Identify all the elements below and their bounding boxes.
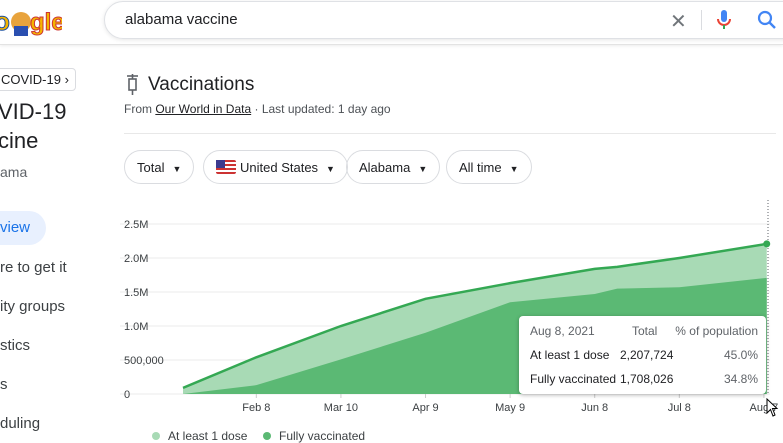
x-tick-label: Mar 10 xyxy=(324,402,358,414)
tooltip-row-pct: 34.8% xyxy=(723,372,758,386)
source-prefix: From xyxy=(124,102,156,116)
nav-where-to-get-it[interactable]: re to get it xyxy=(0,259,67,276)
nav-statistics[interactable]: stics xyxy=(0,337,30,354)
line-at-least-1-dose xyxy=(182,242,767,390)
page-title-line1: VID-19 xyxy=(0,99,67,124)
dropdown-label: Total xyxy=(137,160,165,175)
dropdown-region[interactable]: Alabama ▼ xyxy=(346,150,441,184)
dropdown-timerange[interactable]: All time ▼ xyxy=(446,150,532,184)
tooltip-row-total: 1,708,026 xyxy=(620,372,674,386)
source-line: From Our World in Data · Last updated: 1… xyxy=(124,102,391,116)
y-tick-label: 500,000 xyxy=(124,355,164,367)
tooltip-row-label: Fully vaccinated xyxy=(530,372,617,386)
caret-down-icon: ▼ xyxy=(326,164,335,174)
clear-icon[interactable]: ✕ xyxy=(670,11,687,33)
legend-label: Fully vaccinated xyxy=(279,429,366,443)
legend-dose1[interactable]: At least 1 dose xyxy=(152,429,247,443)
page-title-line2: cine xyxy=(0,128,39,153)
y-tick-label: 1.5M xyxy=(124,287,148,299)
dropdown-label: Alabama xyxy=(359,160,411,175)
legend-full[interactable]: Fully vaccinated xyxy=(263,429,365,443)
y-tick-label: 1.0M xyxy=(124,321,148,333)
legend-label: At least 1 dose xyxy=(168,429,248,443)
x-tick-label: Jul 8 xyxy=(668,402,691,414)
caret-down-icon: ▼ xyxy=(172,164,182,174)
source-link[interactable]: Our World in Data xyxy=(155,102,252,116)
search-icon[interactable] xyxy=(757,10,777,30)
breadcrumb-chip-covid[interactable]: COVID-19 › xyxy=(0,68,76,91)
divider xyxy=(124,133,776,134)
mouse-cursor-icon xyxy=(766,398,779,417)
x-tick-label: Apr 9 xyxy=(412,402,438,414)
microphone-icon[interactable] xyxy=(717,10,731,30)
syringe-icon xyxy=(127,74,138,95)
caret-down-icon: ▼ xyxy=(509,164,519,174)
tooltip-row-total: 2,207,724 xyxy=(620,348,674,362)
dropdown-label: United States xyxy=(240,160,319,175)
dropdown-label: All time xyxy=(459,160,502,175)
x-tick-label: Jun 8 xyxy=(581,402,608,414)
search-input[interactable]: alabama vaccine xyxy=(125,11,238,28)
legend-swatch xyxy=(152,432,160,440)
svg-text:gle: gle xyxy=(30,9,62,36)
nav-label: view xyxy=(0,219,31,236)
tooltip-row-pct: 45.0% xyxy=(723,348,758,362)
chart-tooltip: Aug 8, 2021 Total % of population At lea… xyxy=(519,316,766,394)
tooltip-row-label: At least 1 dose xyxy=(530,348,610,362)
nav-overview[interactable]: view xyxy=(0,211,46,245)
y-tick-label: 2.0M xyxy=(124,253,148,265)
svg-text:o: o xyxy=(0,6,10,36)
nav-scheduling[interactable]: duling xyxy=(0,415,41,432)
top-bar: o gle alabama vaccine ✕ xyxy=(0,0,783,45)
nav-faqs[interactable]: s xyxy=(0,376,8,393)
tooltip-date: Aug 8, 2021 xyxy=(530,324,595,338)
legend-swatch xyxy=(263,432,271,440)
search-box[interactable]: alabama vaccine ✕ xyxy=(104,1,783,39)
y-tick-label: 0 xyxy=(124,389,130,401)
y-tick-label: 2.5M xyxy=(124,219,148,231)
page-subtitle: ama xyxy=(0,164,28,180)
google-doodle-logo[interactable]: o gle xyxy=(0,6,62,36)
dropdown-country[interactable]: United States ▼ xyxy=(203,150,348,184)
dropdown-metric[interactable]: Total ▼ xyxy=(124,150,195,184)
tooltip-col-pct: % of population xyxy=(675,324,758,338)
us-flag-icon xyxy=(216,160,236,174)
nav-eligibility-groups[interactable]: ity groups xyxy=(0,298,66,315)
breadcrumb-label: COVID-19 xyxy=(1,72,61,87)
x-tick-label: Feb 8 xyxy=(242,402,270,414)
x-tick-label: May 9 xyxy=(495,402,525,414)
card-title: Vaccinations xyxy=(148,74,255,95)
chevron-right-icon: › xyxy=(64,72,69,87)
caret-down-icon: ▼ xyxy=(418,164,428,174)
tooltip-col-total: Total xyxy=(632,324,658,338)
hover-point xyxy=(763,240,771,248)
last-updated: · Last updated: 1 day ago xyxy=(251,102,391,116)
